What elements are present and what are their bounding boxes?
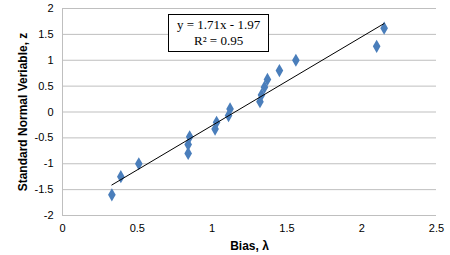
svg-text:0: 0 xyxy=(47,106,53,118)
svg-text:-2: -2 xyxy=(44,209,54,221)
svg-text:2: 2 xyxy=(359,222,365,234)
svg-text:-0.5: -0.5 xyxy=(35,131,54,143)
svg-text:-1: -1 xyxy=(44,157,54,169)
svg-text:0: 0 xyxy=(59,222,65,234)
svg-text:1.5: 1.5 xyxy=(38,28,53,40)
svg-text:2.5: 2.5 xyxy=(429,222,444,234)
svg-text:Bias, λ: Bias, λ xyxy=(230,239,269,253)
svg-text:0.5: 0.5 xyxy=(38,80,53,92)
html-text:R² = 0.95: R² = 0.95 xyxy=(194,33,244,48)
svg-text:Standard Normal Veriable, z: Standard Normal Veriable, z xyxy=(16,33,30,192)
html-text:y = 1.71x - 1.97: y = 1.71x - 1.97 xyxy=(177,17,261,32)
svg-text:1.5: 1.5 xyxy=(279,222,294,234)
svg-text:0.5: 0.5 xyxy=(130,222,145,234)
svg-text:-1.5: -1.5 xyxy=(35,183,54,195)
svg-text:2: 2 xyxy=(47,2,53,14)
svg-text:1: 1 xyxy=(47,54,53,66)
svg-text:1: 1 xyxy=(209,222,215,234)
